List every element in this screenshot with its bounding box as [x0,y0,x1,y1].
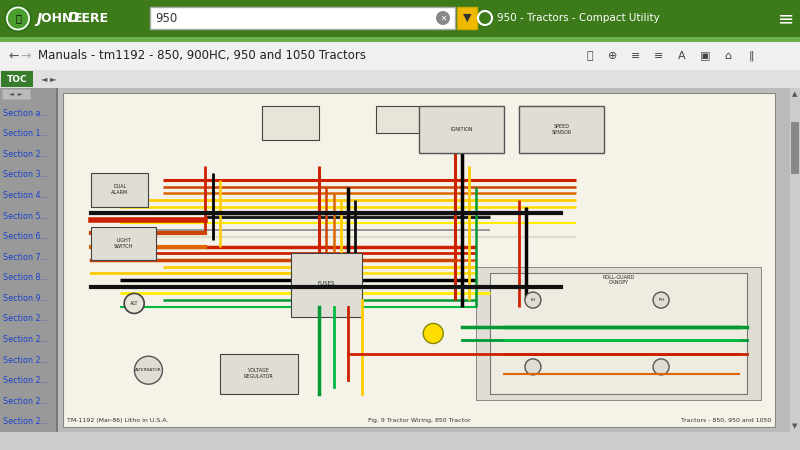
Bar [518,106,562,146]
Bar [457,7,477,29]
Text: 🦌: 🦌 [15,14,21,23]
Bar [440,106,483,153]
Bar [476,267,761,400]
Circle shape [525,359,541,375]
Circle shape [5,5,31,32]
Bar [262,106,319,140]
Text: Section 2…: Section 2… [3,396,49,405]
Text: ALTERNATOR: ALTERNATOR [135,368,162,372]
Circle shape [124,293,144,313]
Circle shape [423,324,443,343]
Text: →: → [20,50,30,63]
Text: ≡: ≡ [778,9,794,28]
Text: Section 1…: Section 1… [3,129,49,138]
Bar [518,106,604,153]
Text: Section 7…: Section 7… [3,253,49,262]
Text: Section 2…: Section 2… [3,417,49,426]
Text: VOLTAGE
REGULATOR: VOLTAGE REGULATOR [244,368,274,379]
Text: A: A [678,51,686,61]
Bar [91,227,155,260]
Text: Tractors - 850, 950 and 1050: Tractors - 850, 950 and 1050 [681,418,771,423]
Bar [0,42,800,70]
Circle shape [7,8,29,30]
Bar [91,173,149,207]
Text: Section 5…: Section 5… [3,212,49,220]
Text: 950: 950 [155,12,178,24]
Bar [1,71,33,87]
Text: ▲: ▲ [792,91,798,97]
Text: Section a…: Section a… [3,109,49,118]
Bar [220,354,298,394]
Text: TOC: TOC [6,75,27,84]
Text: Section 2…: Section 2… [3,315,49,324]
Text: ←: ← [8,50,18,63]
Text: Section 6…: Section 6… [3,232,49,241]
Text: ≡: ≡ [631,51,641,61]
Circle shape [134,356,162,384]
Text: EERE: EERE [74,12,109,25]
Bar [63,93,775,427]
Text: ◄: ◄ [41,75,47,84]
Text: 950 - Tractors - Compact Utility: 950 - Tractors - Compact Utility [497,13,660,23]
Text: ⌂: ⌂ [725,51,731,61]
Text: ▼: ▼ [462,13,471,23]
Text: 🔖: 🔖 [586,51,594,61]
Text: ▣: ▣ [700,51,710,61]
Text: TM-1192 (Mar-86) Litho in U.S.A.: TM-1192 (Mar-86) Litho in U.S.A. [67,418,168,423]
Text: SPEED
SENSOR: SPEED SENSOR [551,124,571,135]
Circle shape [436,11,450,25]
Text: LIGHT
SWITCH: LIGHT SWITCH [114,238,134,249]
Text: Section 2…: Section 2… [3,376,49,385]
Bar [150,7,455,29]
Text: OHN: OHN [41,12,77,25]
Bar [419,106,505,153]
Bar [791,122,799,174]
Text: ‖: ‖ [748,51,754,61]
Text: ✕: ✕ [440,14,446,22]
Bar [0,88,58,432]
Bar [0,70,800,88]
Text: IGNITION: IGNITION [450,127,473,132]
Bar [0,0,800,37]
Bar [0,37,800,42]
Text: Section 2…: Section 2… [3,356,49,364]
Text: Fig. 9 Tractor Wiring, 850 Tractor: Fig. 9 Tractor Wiring, 850 Tractor [368,418,470,423]
Circle shape [653,359,669,375]
Text: ▼: ▼ [792,423,798,429]
Text: ◄  ►: ◄ ► [10,91,22,96]
Text: Section 8…: Section 8… [3,273,49,282]
Circle shape [653,292,669,308]
Text: FUSES: FUSES [318,281,335,286]
Text: Section 2…: Section 2… [3,335,49,344]
Text: DUAL
ALARM: DUAL ALARM [111,184,129,195]
Text: LH: LH [530,298,535,302]
Text: ►: ► [50,75,56,84]
Text: RH: RH [658,298,664,302]
Bar [56,88,58,432]
Text: J: J [36,12,41,26]
Bar [58,88,790,432]
Text: Section 9…: Section 9… [3,294,49,303]
Text: Manuals - tm1192 - 850, 900HC, 950 and 1050 Tractors: Manuals - tm1192 - 850, 900HC, 950 and 1… [38,50,366,63]
Text: ROLL-GUARD
CANOPY: ROLL-GUARD CANOPY [602,274,634,285]
Circle shape [525,292,541,308]
Text: Section 2…: Section 2… [3,150,49,159]
Bar [0,69,800,70]
Bar [0,432,800,450]
Bar [2,89,30,99]
Text: ≡: ≡ [654,51,664,61]
Bar [0,41,800,42]
Text: ALT: ALT [130,301,138,306]
Text: ⊕: ⊕ [608,51,618,61]
Text: D: D [68,12,79,26]
Text: Section 3…: Section 3… [3,171,49,180]
Bar [376,106,419,133]
Bar [790,88,800,432]
Bar [490,273,746,394]
Bar [291,253,362,317]
Text: Section 4…: Section 4… [3,191,49,200]
